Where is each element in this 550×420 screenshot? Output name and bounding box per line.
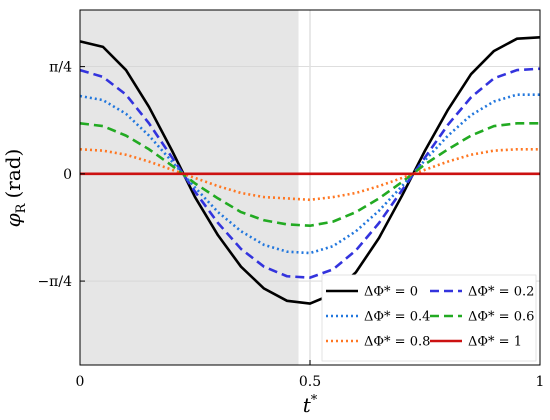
series-line-4 — [79, 147, 540, 202]
x-tick-label: 0.5 — [299, 374, 321, 390]
y-axis-label-symbol: φ — [1, 213, 25, 227]
y-axis-label-subscript: R — [14, 202, 29, 213]
series-layer — [79, 36, 541, 305]
y-tick-label: π/4 — [49, 60, 72, 76]
legend: ΔΦ* = 0 ΔΦ* = 0.2 ΔΦ* = 0.4 ΔΦ* = 0.6 ΔΦ* = … — [321, 274, 537, 362]
y-tick-label: 0 — [63, 167, 72, 183]
legend-label-1: ΔΦ* = 0.2 — [468, 285, 534, 300]
legend-label-5: ΔΦ* = 1 — [468, 335, 522, 350]
x-axis-label-star: * — [311, 393, 318, 408]
y-axis-label: φR (rad) — [1, 149, 29, 228]
legend-label-3: ΔΦ* = 0.6 — [468, 310, 534, 325]
axis-ticks: 0 0.5 1 π/4 0 −π/4 — [37, 60, 544, 390]
legend-box — [321, 274, 537, 362]
y-tick-label: −π/4 — [37, 274, 72, 290]
series-line-1 — [79, 67, 541, 279]
series-line-0 — [79, 36, 541, 305]
y-axis-label-unit: (rad) — [1, 149, 25, 199]
series-line-3 — [79, 122, 540, 228]
legend-label-4: ΔΦ* = 0.8 — [364, 335, 430, 350]
x-axis-label-text: t — [303, 393, 312, 417]
legend-label-2: ΔΦ* = 0.4 — [364, 310, 430, 325]
x-tick-label: 1 — [536, 374, 545, 390]
x-axis-label: t* — [303, 393, 318, 417]
x-tick-label: 0 — [76, 374, 85, 390]
legend-label-0: ΔΦ* = 0 — [364, 285, 418, 300]
